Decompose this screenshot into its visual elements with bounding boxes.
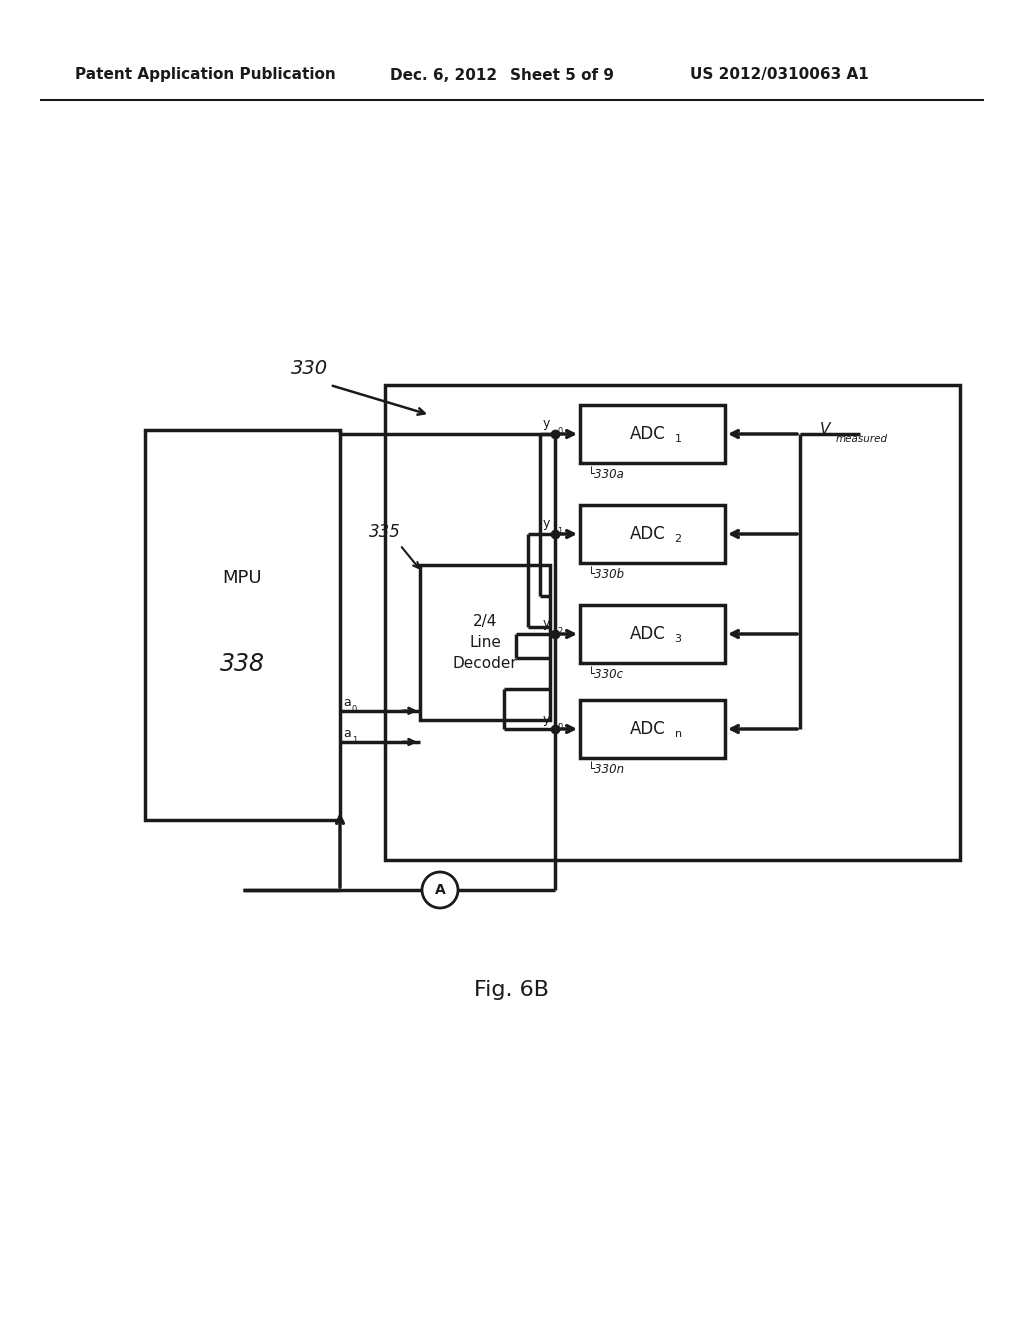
Text: 3: 3: [675, 634, 682, 644]
Text: a: a: [343, 727, 351, 741]
Text: V: V: [820, 421, 830, 437]
Text: A: A: [434, 883, 445, 898]
Bar: [580, 605, 725, 663]
Text: 0: 0: [557, 426, 562, 436]
Text: └330n: └330n: [588, 763, 625, 776]
Text: Dec. 6, 2012: Dec. 6, 2012: [390, 67, 497, 82]
Text: measured: measured: [836, 434, 888, 444]
Text: 335: 335: [369, 523, 401, 541]
Text: 2: 2: [557, 627, 562, 635]
Text: n: n: [557, 722, 562, 730]
Text: Patent Application Publication: Patent Application Publication: [75, 67, 336, 82]
Text: y: y: [543, 517, 550, 531]
Text: └330c: └330c: [588, 668, 624, 681]
Text: 0: 0: [352, 705, 357, 714]
Text: 330: 330: [292, 359, 329, 378]
Text: Sheet 5 of 9: Sheet 5 of 9: [510, 67, 614, 82]
Bar: [580, 405, 725, 463]
Bar: [580, 700, 725, 758]
Text: 1: 1: [557, 527, 562, 536]
Text: Fig. 6B: Fig. 6B: [474, 979, 550, 1001]
Text: 1: 1: [675, 434, 682, 444]
Text: ADC: ADC: [630, 425, 666, 444]
Bar: [145, 430, 340, 820]
Text: 338: 338: [220, 652, 265, 676]
Text: y: y: [543, 618, 550, 631]
Text: 2: 2: [675, 535, 682, 544]
Bar: [385, 385, 961, 861]
Text: 1: 1: [352, 737, 357, 744]
Text: n: n: [675, 729, 682, 739]
Text: └330a: └330a: [588, 469, 625, 480]
Text: └330b: └330b: [588, 568, 625, 581]
Text: y: y: [543, 713, 550, 726]
Bar: [420, 565, 550, 719]
Text: ADC: ADC: [630, 525, 666, 543]
Text: US 2012/0310063 A1: US 2012/0310063 A1: [690, 67, 868, 82]
Bar: [580, 506, 725, 564]
Text: ADC: ADC: [630, 624, 666, 643]
Text: y: y: [543, 417, 550, 430]
Text: a: a: [343, 696, 351, 709]
Text: 2/4
Line
Decoder: 2/4 Line Decoder: [453, 614, 517, 671]
Text: ADC: ADC: [630, 719, 666, 738]
Text: MPU: MPU: [222, 569, 262, 587]
